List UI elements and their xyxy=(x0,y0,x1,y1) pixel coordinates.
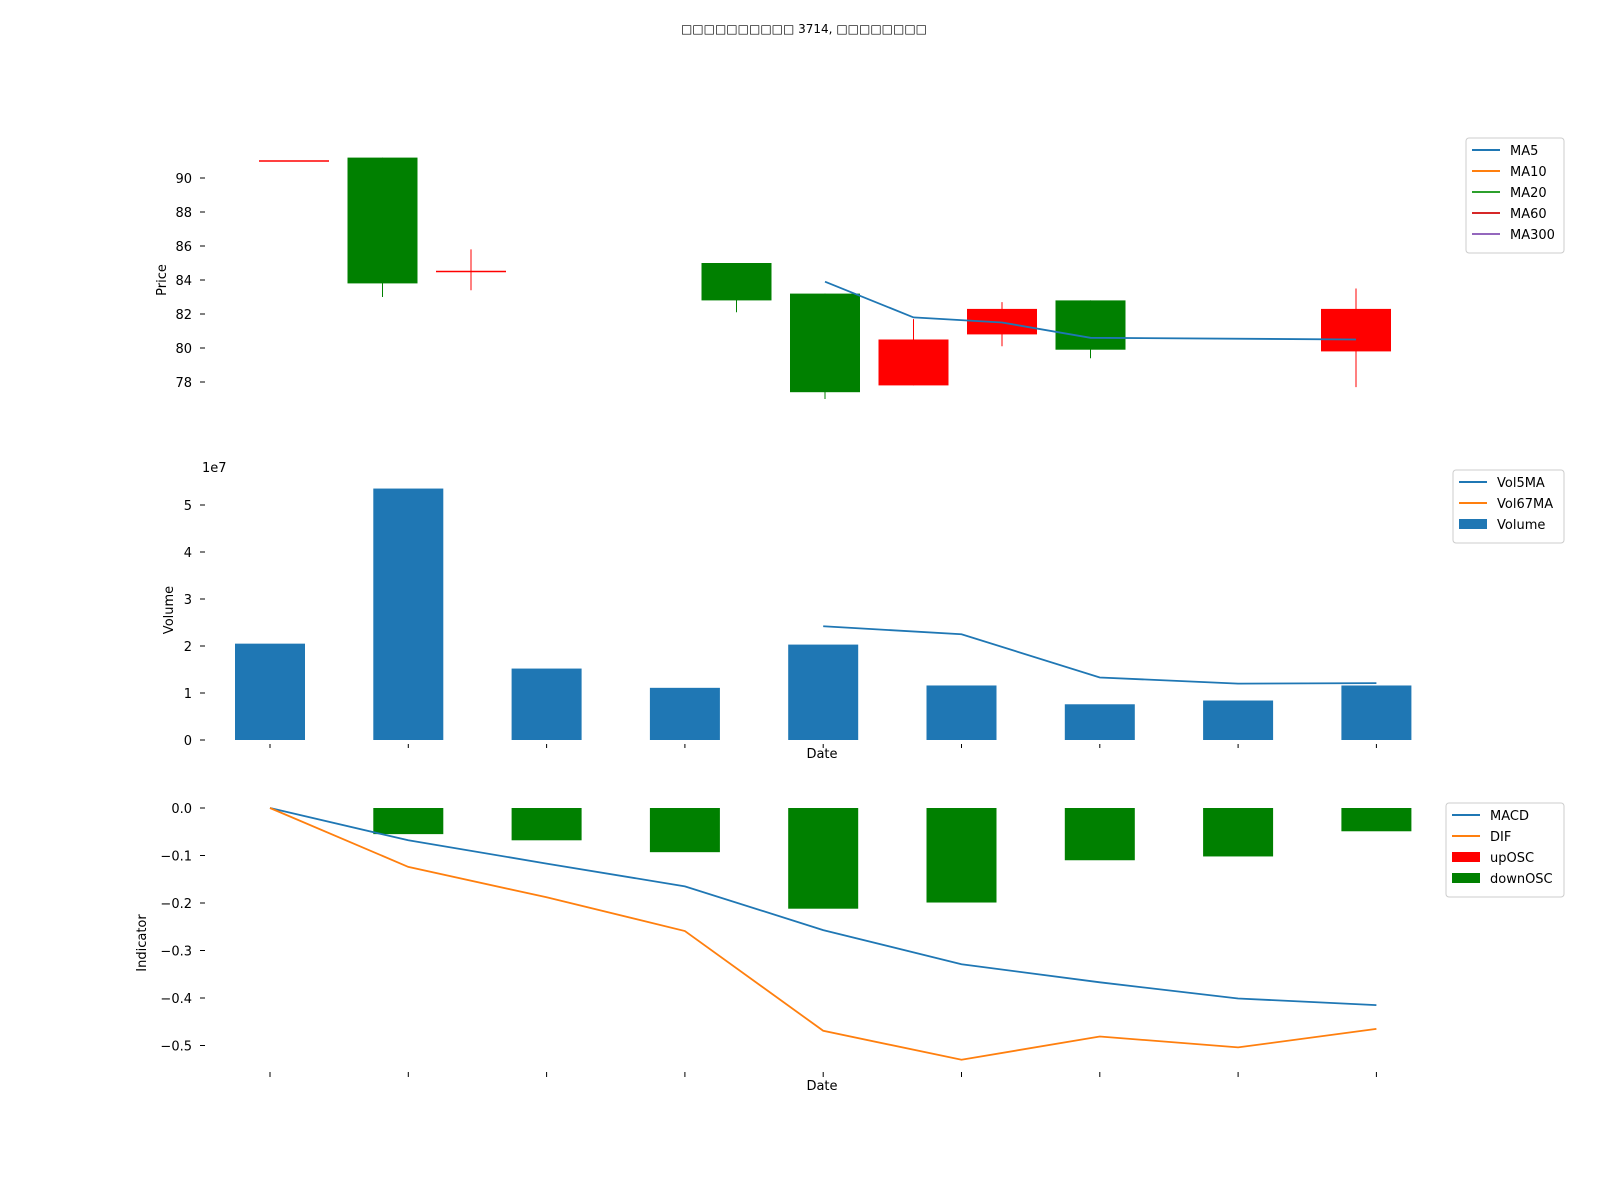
volume-bar xyxy=(1341,685,1412,740)
price-ytick-label: 88 xyxy=(175,206,192,221)
price-ytick-label: 78 xyxy=(175,376,192,391)
legend-label: DIF xyxy=(1490,830,1511,845)
price-legend xyxy=(1465,137,1565,254)
price-ylabel: Price xyxy=(155,264,170,296)
volume-bar xyxy=(235,643,305,740)
volume-ytick-label: 4 xyxy=(184,546,192,561)
price-ytick-label: 90 xyxy=(175,172,192,187)
osc-bar xyxy=(511,808,582,841)
macd-ylabel: Indicator xyxy=(135,914,150,972)
volume-bar xyxy=(373,488,444,740)
osc-bar xyxy=(649,808,720,853)
macd-ytick-label: −0.2 xyxy=(160,897,192,912)
legend-label: MA300 xyxy=(1510,228,1555,243)
volume-bar xyxy=(511,668,582,740)
macd-line xyxy=(269,807,1377,1007)
legend-swatch xyxy=(1452,873,1480,883)
volume-ytick-label: 0 xyxy=(184,734,192,749)
osc-bar xyxy=(1064,808,1135,861)
volume-exponent-label: 1e7 xyxy=(202,461,227,476)
osc-bar xyxy=(373,808,444,835)
legend-label: Volume xyxy=(1497,518,1545,533)
osc-bar xyxy=(1341,808,1412,832)
volume-ytick-label: 2 xyxy=(184,640,192,655)
macd-ytick-label: −0.1 xyxy=(160,850,192,865)
legend-label: MACD xyxy=(1490,809,1529,824)
macd-ytick-label: 0.0 xyxy=(171,802,192,817)
vol5ma-line xyxy=(823,625,1377,685)
dif-line xyxy=(269,807,1377,1061)
candle-body xyxy=(1321,308,1391,352)
macd-ytick-label: −0.4 xyxy=(160,992,192,1007)
legend-label: MA10 xyxy=(1510,165,1547,180)
volume-ytick-label: 3 xyxy=(184,593,192,608)
candle-body xyxy=(701,263,772,301)
volume-ytick-label: 5 xyxy=(184,499,192,514)
volume-bar xyxy=(788,644,859,740)
candle-body xyxy=(790,293,860,393)
macd-xlabel: Date xyxy=(806,1079,837,1094)
volume-xlabel: Date xyxy=(806,747,837,762)
macd-ytick-label: −0.5 xyxy=(160,1040,192,1055)
volume-ylabel: Volume xyxy=(162,586,177,634)
legend-label: downOSC xyxy=(1490,872,1553,887)
osc-bar xyxy=(1203,808,1274,857)
volume-panel: 0 1 2 3 4 5 1e7 Volume Date Vol5MA Vol67MA Volume xyxy=(162,461,1565,762)
macd-ytick-label: −0.3 xyxy=(160,945,192,960)
price-panel: 78 80 82 84 86 88 90 Price MA5 MA10 MA20 MA60 MA300 xyxy=(155,137,1565,399)
volume-bar xyxy=(649,687,720,740)
volume-bar xyxy=(1064,704,1135,740)
ma5-line xyxy=(824,280,1357,341)
legend-label: Vol67MA xyxy=(1497,497,1553,512)
osc-bar xyxy=(788,808,859,909)
legend-swatch xyxy=(1452,852,1480,862)
price-ytick-label: 80 xyxy=(175,342,192,357)
candle-body xyxy=(347,157,418,284)
candle-body xyxy=(1055,300,1126,350)
price-ytick-label: 86 xyxy=(175,240,192,255)
macd-panel: 0.0 −0.1 −0.2 −0.3 −0.4 −0.5 Indicator Date MACD… xyxy=(135,802,1565,1094)
legend-label: Vol5MA xyxy=(1497,476,1545,491)
legend-label: MA60 xyxy=(1510,207,1547,222)
price-ytick-label: 82 xyxy=(175,308,192,323)
legend-label: upOSC xyxy=(1490,851,1534,866)
osc-bar xyxy=(926,808,997,903)
chart-title: □□□□□□□□□□ 3714, □□□□□□□□ xyxy=(681,22,927,36)
volume-bar xyxy=(1203,700,1274,740)
legend-label: MA20 xyxy=(1510,186,1547,201)
candle-body xyxy=(878,339,949,386)
volume-bar xyxy=(926,685,997,740)
legend-label: MA5 xyxy=(1510,144,1538,159)
price-ytick-label: 84 xyxy=(175,274,192,289)
legend-swatch xyxy=(1459,519,1487,529)
volume-ytick-label: 1 xyxy=(184,687,192,702)
